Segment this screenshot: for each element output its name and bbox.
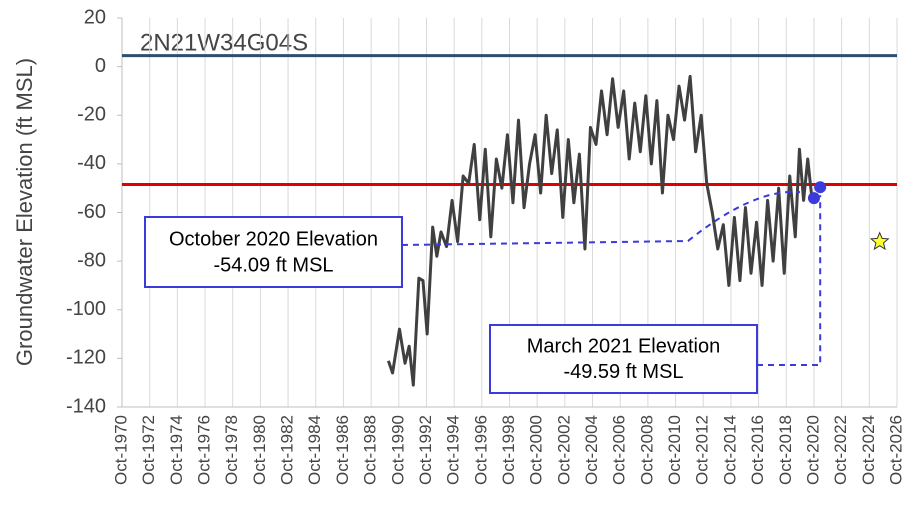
x-tick-label: Oct-2012 [693, 415, 712, 485]
x-tick-label: Oct-2000 [527, 415, 546, 485]
x-tick-label: Oct-2024 [859, 415, 878, 485]
annotation-value: -49.59 ft MSL [563, 361, 683, 383]
x-tick-label: Oct-1972 [139, 415, 158, 485]
x-tick-label: Oct-2018 [776, 415, 795, 485]
y-tick-label: 0 [95, 55, 106, 77]
y-tick-label: -120 [66, 347, 106, 369]
annotation-box [144, 216, 403, 288]
x-tick-label: Oct-1990 [388, 415, 407, 485]
x-tick-label: Oct-2004 [582, 415, 601, 485]
x-tick-label: Oct-2022 [831, 415, 850, 485]
x-tick-label: Oct-1978 [222, 415, 241, 485]
x-tick-label: Oct-1988 [361, 415, 380, 485]
x-tick-label: Oct-1986 [333, 415, 352, 485]
annotation-box [489, 324, 758, 394]
highlight-point [814, 181, 827, 194]
x-tick-label: Oct-2006 [610, 415, 629, 485]
annotation-arrow [401, 190, 801, 246]
x-tick-label: Oct-1982 [278, 415, 297, 485]
y-tick-label: -100 [66, 298, 106, 320]
x-tick-label: Oct-1992 [416, 415, 435, 485]
x-tick-label: Oct-2020 [803, 415, 822, 485]
series-line [386, 74, 814, 387]
y-tick-label: 20 [84, 6, 106, 28]
y-tick-label: -60 [77, 201, 106, 223]
x-tick-label: Oct-2016 [748, 415, 767, 485]
y-tick-label: -80 [77, 249, 106, 271]
highlight-point [807, 192, 820, 205]
annotation-arrow [757, 195, 822, 366]
x-tick-label: Oct-1996 [471, 415, 490, 485]
y-tick-label: -40 [77, 152, 106, 174]
x-tick-label: Oct-1976 [195, 415, 214, 485]
station-label: 2N21W34G04S [140, 29, 308, 56]
x-tick-label: Oct-2002 [554, 415, 573, 485]
y-axis-label: Groundwater Elevation (ft MSL) [12, 58, 37, 366]
annotation-value: -54.09 ft MSL [213, 254, 333, 276]
star-marker [869, 231, 890, 251]
x-tick-label: Oct-1970 [111, 415, 130, 485]
x-tick-label: Oct-2026 [886, 415, 905, 485]
x-tick-label: Oct-2014 [720, 415, 739, 485]
y-tick-label: -20 [77, 104, 106, 126]
x-tick-label: Oct-1998 [499, 415, 518, 485]
annotation-title: March 2021 Elevation [527, 336, 720, 358]
x-tick-label: Oct-2008 [637, 415, 656, 485]
x-tick-label: Oct-1984 [305, 415, 324, 485]
annotation-title: October 2020 Elevation [169, 228, 378, 250]
x-tick-label: Oct-2010 [665, 415, 684, 485]
y-tick-label: -140 [66, 395, 106, 417]
x-tick-label: Oct-1980 [250, 415, 269, 485]
x-tick-label: Oct-1974 [167, 415, 186, 485]
x-tick-label: Oct-1994 [444, 415, 463, 485]
